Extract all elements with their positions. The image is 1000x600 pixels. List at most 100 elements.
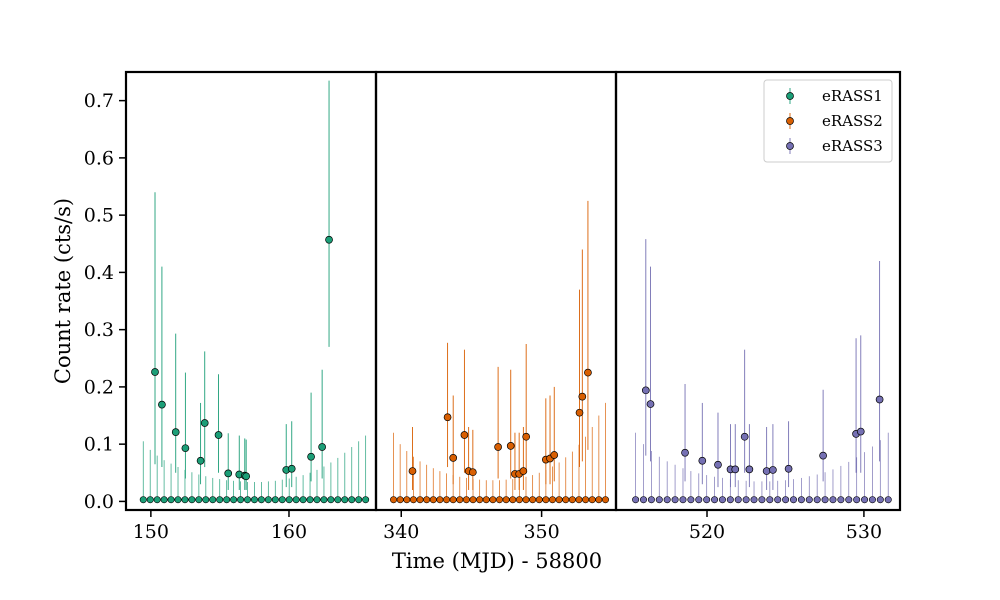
panel-2: 340 350 — [374, 70, 618, 543]
zero-rate-point — [139, 496, 147, 504]
zero-rate-point — [837, 496, 845, 504]
zero-rate-point — [216, 496, 224, 504]
zero-rate-point — [813, 496, 821, 504]
data-point — [731, 465, 740, 474]
y-tick-label: 0.1 — [84, 434, 114, 456]
zero-rate-point — [195, 496, 203, 504]
zero-rate-point — [257, 496, 265, 504]
data-point — [550, 451, 559, 459]
x-tick-label: 530 — [846, 521, 882, 543]
data-point — [318, 443, 326, 451]
zero-rate-point — [509, 496, 517, 504]
zero-rate-point — [181, 496, 189, 504]
x-tick-label: 340 — [383, 521, 419, 543]
data-point — [740, 432, 749, 441]
zero-rate-point — [403, 496, 411, 504]
zero-rate-point — [582, 496, 590, 504]
zero-rate-point — [703, 496, 711, 504]
zero-rate-point — [456, 496, 464, 504]
zero-rate-point — [188, 496, 196, 504]
zero-rate-point — [861, 496, 869, 504]
zero-rate-point — [695, 496, 703, 504]
zero-rate-point — [766, 496, 774, 504]
zero-rate-point — [278, 496, 286, 504]
zero-rate-point — [797, 496, 805, 504]
zero-rate-point — [390, 496, 398, 504]
data-point — [443, 413, 452, 422]
data-point — [449, 454, 458, 462]
zero-rate-point — [782, 496, 790, 504]
zero-rate-point — [362, 496, 370, 504]
zero-rate-point — [548, 496, 556, 504]
zero-rate-point — [423, 496, 431, 504]
zero-rate-point — [264, 496, 272, 504]
zero-rate-point — [758, 496, 766, 504]
zero-rate-point — [443, 496, 451, 504]
zero-rate-point — [671, 496, 679, 504]
zero-rate-point — [687, 496, 695, 504]
zero-rate-point — [348, 496, 356, 504]
zero-rate-point — [718, 496, 726, 504]
data-point — [158, 400, 166, 409]
zero-rate-point — [153, 496, 161, 504]
y-tick-label: 0.2 — [84, 376, 114, 398]
legend-label: eRASS1 — [822, 87, 883, 105]
zero-rate-point — [250, 496, 258, 504]
x-axis-label: Time (MJD) - 58800 — [392, 549, 602, 573]
data-point — [522, 432, 531, 441]
legend-label: eRASS3 — [822, 137, 883, 155]
data-point — [468, 468, 477, 477]
zero-rate-point — [522, 496, 530, 504]
zero-rate-point — [237, 496, 245, 504]
panel-3: 520 530 — [614, 70, 902, 543]
data-point — [224, 469, 233, 478]
y-axis-label: Count rate (cts/s) — [51, 198, 75, 384]
legend-label: eRASS2 — [822, 112, 883, 130]
data-point — [307, 452, 315, 461]
zero-rate-point — [496, 496, 504, 504]
y-tick-label: 0.4 — [84, 262, 114, 284]
zero-rate-point — [845, 496, 853, 504]
zero-rate-point — [632, 496, 640, 504]
legend-entry-eRASS3: eRASS3 — [786, 137, 883, 155]
zero-rate-point — [285, 496, 293, 504]
y-axis: 0.0 0.1 0.2 0.3 0.4 0.5 0.6 0.7 — [84, 90, 126, 513]
data-point — [325, 235, 333, 244]
zero-rate-point — [462, 496, 470, 504]
zero-rate-point — [750, 496, 758, 504]
zero-rate-point — [167, 496, 175, 504]
data-point — [698, 456, 707, 465]
zero-rate-point — [230, 496, 238, 504]
legend-entry-eRASS2: eRASS2 — [786, 112, 883, 130]
zero-rate-point — [853, 496, 861, 504]
data-point — [200, 419, 209, 427]
data-point — [242, 472, 251, 481]
zero-rate-point — [449, 496, 457, 504]
zero-rate-point — [299, 496, 307, 504]
panel-frame — [124, 70, 378, 512]
x-tick-label: 160 — [271, 521, 307, 543]
zero-rate-point — [868, 496, 876, 504]
zero-rate-point — [655, 496, 663, 504]
zero-rate-point — [734, 496, 742, 504]
zero-rate-point — [562, 496, 570, 504]
zero-rate-point — [396, 496, 404, 504]
zero-rate-point — [588, 496, 596, 504]
data-point — [745, 465, 754, 474]
data-point — [769, 466, 777, 474]
data-point — [714, 460, 722, 469]
data-point — [784, 464, 793, 473]
y-tick-label: 0.3 — [84, 319, 114, 341]
data-point — [584, 368, 592, 377]
zero-rate-point — [711, 496, 719, 504]
zero-rate-point — [663, 496, 671, 504]
zero-rate-point — [568, 496, 576, 504]
zero-rate-point — [742, 496, 750, 504]
zero-rate-point — [726, 496, 734, 504]
x-tick-label: 520 — [689, 521, 725, 543]
zero-rate-point — [805, 496, 813, 504]
zero-rate-point — [409, 496, 417, 504]
zero-rate-point — [327, 496, 335, 504]
zero-rate-point — [679, 496, 687, 504]
